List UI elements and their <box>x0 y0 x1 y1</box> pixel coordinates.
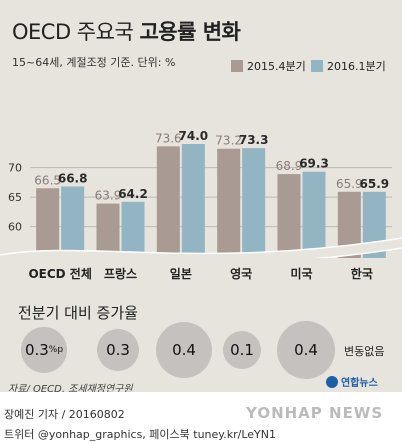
growth-circle: 0.3 <box>97 329 139 371</box>
bar-s1 <box>217 148 241 278</box>
bar-value-label: 73.3 <box>239 133 269 147</box>
no-change-label: 변동없음 <box>344 345 385 358</box>
yonhap-logo-icon <box>326 375 338 388</box>
legend-item-s1: 2015.4분기 <box>231 58 306 74</box>
bar-value-label: 66.5 <box>34 173 61 187</box>
bar-s2 <box>362 191 386 278</box>
axis-break-line-top <box>0 237 402 256</box>
growth-value: 0.3 <box>106 341 130 359</box>
legend-swatch-s2 <box>311 60 323 72</box>
category-label: 한국 <box>351 266 373 281</box>
y-tick-label: 70 <box>8 162 22 175</box>
credit-reporter: 장예진 기자 / 20160802 <box>4 408 125 421</box>
logo-text: 연합뉴스 <box>341 378 378 389</box>
bar-value-label: 66.8 <box>58 171 88 185</box>
bar-s2 <box>181 144 205 278</box>
bar-value-label: 63.9 <box>95 189 122 203</box>
bar-value-label: 73.6 <box>155 131 182 145</box>
growth-value: 0.1 <box>230 341 254 359</box>
bar-chart: 60 65 70 66.566.8 63.964.2 73.674.0 73.273.3 68… <box>0 129 402 290</box>
source-note: 자료/ OECD, 조세재정연구원 <box>8 384 133 392</box>
bar-s2 <box>242 148 266 278</box>
chart-baseline-band <box>0 258 402 290</box>
yonhap-logo: 연합뉴스 <box>326 374 378 389</box>
legend-label-s1: 2015.4분기 <box>247 60 306 73</box>
y-tick-label: 65 <box>8 191 22 204</box>
bar-value-label: 65.9 <box>336 177 363 191</box>
title-light: OECD 주요국 <box>12 20 140 44</box>
infographic-panel: OECD 주요국 고용률 변화 15~64세, 계절조정 기준. 단위: % 2… <box>0 0 402 392</box>
bar-value-label: 73.2 <box>215 134 242 148</box>
category-label: 일본 <box>170 267 192 281</box>
bar-value-label: 74.0 <box>179 129 209 143</box>
growth-value: 0.3 <box>24 341 49 359</box>
category-label: 미국 <box>290 266 312 281</box>
chart-title: OECD 주요국 고용률 변화 <box>12 16 241 46</box>
growth-value: 0.4 <box>172 341 196 359</box>
bar-s1 <box>156 146 180 278</box>
watermark: YONHAP NEWS <box>246 404 384 422</box>
title-bold: 고용률 변화 <box>139 20 241 44</box>
y-tick-label: 60 <box>8 221 22 234</box>
category-label: OECD 전체 <box>28 266 91 281</box>
growth-circle: 0.4 <box>277 321 335 379</box>
category-label: 영국 <box>230 266 252 281</box>
growth-circle: 0.1 <box>223 331 261 369</box>
bar-value-label: 69.3 <box>299 157 329 171</box>
legend-item-s2: 2016.1분기 <box>311 58 386 74</box>
growth-unit: %p <box>48 345 64 355</box>
bar-value-label: 65.9 <box>360 177 390 191</box>
bar-value-label: 64.2 <box>118 187 148 201</box>
growth-circle: 0.3 %p <box>21 327 67 373</box>
legend-swatch-s1 <box>231 60 243 72</box>
chart-subtitle: 15~64세, 계절조정 기준. 단위: % <box>12 56 176 69</box>
category-label: 프랑스 <box>104 267 137 281</box>
growth-circle: 0.4 <box>156 322 212 378</box>
legend-label-s2: 2016.1분기 <box>327 60 386 73</box>
bar-value-label: 68.9 <box>276 159 303 173</box>
credit-social: 트위터 @yonhap_graphics, 페이스북 tuney.kr/LeYN… <box>4 428 276 441</box>
growth-title: 전분기 대비 증가율 <box>18 304 138 322</box>
growth-value: 0.4 <box>294 341 318 359</box>
